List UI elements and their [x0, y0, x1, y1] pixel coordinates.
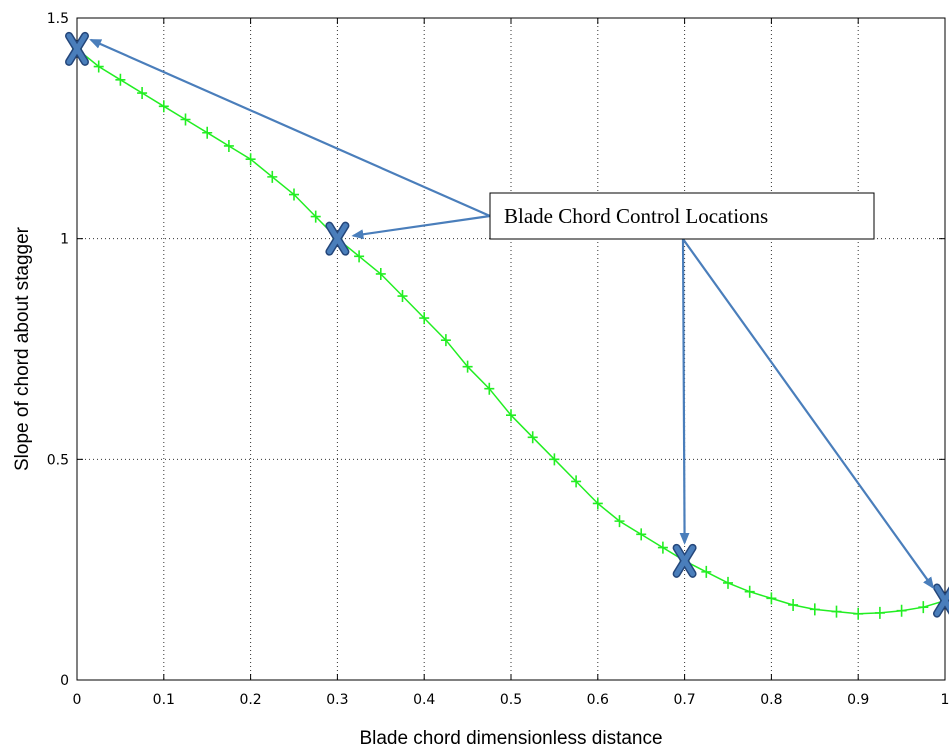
y-tick-label: 1	[60, 232, 69, 248]
data-point-marker	[310, 210, 321, 223]
x-tick-label: 0.3	[326, 692, 348, 708]
data-point-marker	[289, 188, 299, 201]
data-point-marker	[592, 497, 603, 510]
callout-arrows	[89, 38, 935, 590]
control-points	[65, 31, 949, 618]
y-axis-title: Slope of chord about stagger	[12, 226, 33, 471]
x-tick-label: 0.4	[413, 692, 435, 708]
control-point-fill	[674, 545, 696, 577]
data-point-marker	[440, 334, 451, 347]
data-point-marker	[397, 290, 408, 303]
annotation-box	[489, 192, 875, 240]
series-group	[72, 42, 949, 620]
data-point-marker	[180, 113, 191, 126]
y-tick-label: 0	[60, 673, 69, 689]
data-point-marker	[419, 312, 430, 325]
callout-arrow	[89, 38, 491, 218]
control-point-icon	[325, 221, 350, 256]
data-point-marker	[766, 592, 777, 605]
control-point-icon	[672, 543, 697, 578]
axis-ticks: 0 0.1 0.2 0.3 0.4 0.5 0.6 0.7 0.8 0.9 1 0 0.5 1 1.5	[47, 11, 949, 708]
data-point-marker	[788, 598, 799, 611]
data-point-marker	[614, 515, 625, 528]
data-point-marker	[223, 139, 234, 152]
data-point-marker	[375, 267, 386, 280]
data-point-marker	[636, 528, 647, 541]
data-point-marker	[896, 604, 907, 617]
callout-arrow	[682, 238, 935, 590]
data-point-marker	[245, 153, 256, 166]
callout-arrow	[351, 214, 491, 240]
control-point-fill	[934, 585, 949, 617]
plot-frame	[76, 17, 946, 681]
data-point-marker	[809, 603, 820, 616]
x-tick-label: 0.6	[587, 692, 609, 708]
x-tick-label: 0.2	[239, 692, 261, 708]
data-point-marker	[571, 475, 582, 488]
y-tick-label: 0.5	[47, 452, 69, 468]
data-point-marker	[137, 87, 148, 100]
annotation-callout: Blade Chord Control Locations	[489, 192, 875, 240]
data-point-marker	[701, 565, 712, 578]
x-axis-title: Blade chord dimensionless distance	[359, 728, 662, 749]
data-point-marker	[831, 605, 842, 618]
data-point-marker	[267, 170, 278, 183]
control-point-fill	[66, 33, 88, 65]
data-point-marker	[853, 607, 864, 620]
control-point-icon	[65, 31, 89, 66]
data-point-marker	[506, 409, 516, 422]
grid	[77, 18, 945, 680]
x-tick-label: 0.9	[847, 692, 869, 708]
data-point-marker	[115, 73, 126, 86]
data-point-marker	[723, 576, 733, 589]
data-point-marker	[918, 601, 929, 614]
annotation-text: Blade Chord Control Locations	[504, 204, 768, 228]
callout-arrow	[679, 238, 690, 545]
x-tick-label: 0.1	[153, 692, 175, 708]
x-tick-label: 0.8	[760, 692, 782, 708]
data-point-marker	[744, 585, 755, 598]
data-point-marker	[158, 100, 169, 113]
control-point-fill	[326, 223, 348, 255]
x-tick-label: 0	[73, 692, 82, 708]
data-point-marker	[354, 250, 365, 263]
data-point-marker	[657, 541, 668, 554]
x-tick-label: 1	[941, 692, 949, 708]
data-point-marker	[549, 453, 560, 466]
x-tick-label: 0.5	[500, 692, 522, 708]
x-tick-label: 0.7	[673, 692, 695, 708]
data-point-marker	[462, 360, 473, 373]
y-tick-label: 1.5	[47, 11, 69, 27]
data-point-marker	[202, 126, 213, 139]
control-point-icon	[933, 583, 949, 618]
data-point-marker	[484, 382, 495, 395]
data-point-marker	[874, 606, 885, 619]
data-point-marker	[527, 431, 538, 444]
data-point-marker	[93, 60, 104, 73]
